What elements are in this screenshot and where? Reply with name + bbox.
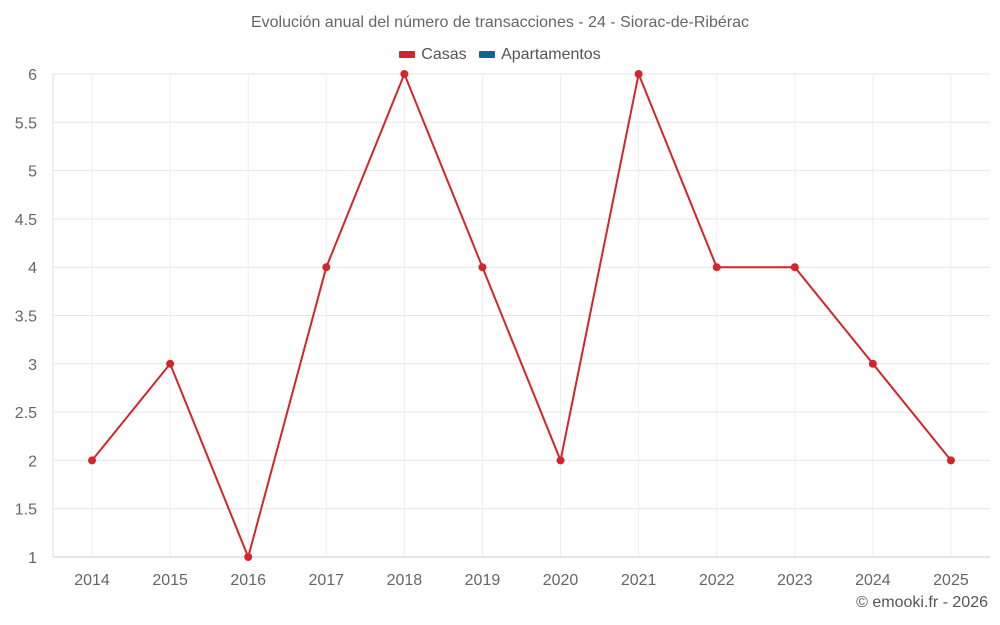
x-tick-label: 2014 — [74, 572, 110, 589]
data-point-casas — [556, 456, 565, 465]
series-line-casas — [91, 70, 952, 561]
y-tick-label: 4 — [28, 260, 37, 277]
legend-item-casas[interactable]: Casas — [399, 45, 467, 64]
legend-label-casas: Casas — [421, 45, 467, 63]
data-point-casas — [634, 70, 643, 78]
legend-item-apartamentos[interactable]: Apartamentos — [479, 46, 601, 64]
x-tick-label: 2021 — [621, 572, 657, 589]
x-tick-label: 2015 — [152, 572, 188, 589]
data-point-casas — [88, 456, 97, 465]
x-tick-label: 2023 — [777, 572, 813, 589]
x-tick-label: 2017 — [308, 572, 344, 589]
data-point-casas — [946, 456, 955, 465]
legend-label-apartamentos: Apartamentos — [501, 45, 601, 63]
x-tick-label: 2022 — [699, 572, 735, 589]
data-point-casas — [244, 553, 253, 561]
legend-swatch-casas — [399, 51, 416, 58]
x-tick-label: 2020 — [543, 572, 579, 589]
y-tick-label: 4.5 — [15, 212, 37, 229]
y-tick-label: 5 — [28, 164, 37, 181]
chart-title: Evolución anual del número de transaccio… — [250, 14, 750, 31]
x-tick-label: 2025 — [933, 572, 969, 589]
y-tick-label: 3.5 — [15, 309, 37, 326]
y-tick-label: 1.5 — [15, 502, 37, 519]
x-tick-label: 2016 — [230, 572, 266, 589]
y-tick-label: 5.5 — [15, 115, 37, 132]
data-point-casas — [868, 359, 877, 368]
data-point-casas — [166, 359, 175, 368]
credit-text: © emooki.fr - 2026 — [856, 594, 988, 611]
x-tick-label: 2019 — [465, 572, 501, 589]
y-tick-label: 3 — [28, 357, 37, 374]
chart-legend: Casas Apartamentos — [0, 45, 1000, 64]
y-tick-label: 2 — [28, 453, 37, 470]
data-point-casas — [712, 263, 721, 272]
y-tick-label: 6 — [28, 67, 37, 84]
legend-swatch-apartamentos — [479, 51, 496, 58]
x-tick-label: 2024 — [855, 572, 891, 589]
x-tick-label: 2018 — [387, 572, 423, 589]
y-tick-label: 2.5 — [15, 405, 37, 422]
data-point-casas — [790, 263, 799, 272]
data-point-casas — [478, 263, 487, 272]
data-point-casas — [322, 263, 331, 272]
y-tick-label: 1 — [28, 550, 37, 567]
data-point-casas — [400, 70, 409, 78]
